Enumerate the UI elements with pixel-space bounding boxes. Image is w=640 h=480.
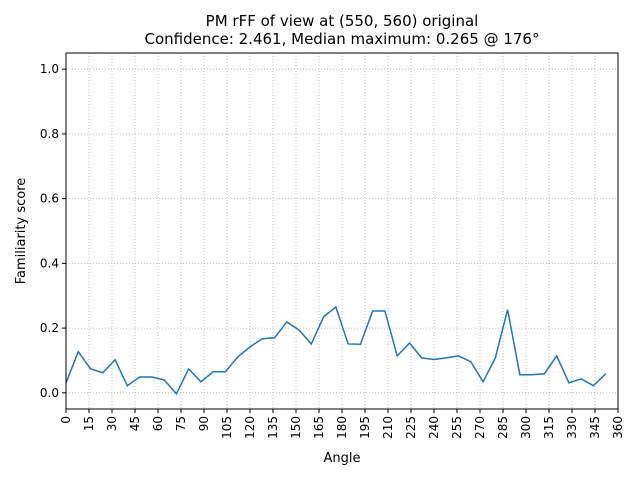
x-tick-label: 90 [197,416,211,431]
x-tick-label: 285 [496,416,510,439]
x-tick-label: 255 [450,416,464,439]
x-tick-label: 345 [588,416,602,439]
x-tick-label: 180 [335,416,349,439]
plot-frame [65,52,619,410]
x-tick-label: 330 [565,416,579,439]
x-tick-label: 60 [151,416,165,431]
y-tick-label: 0.8 [40,127,59,141]
x-tick-label: 360 [611,416,625,439]
chart-subtitle: Confidence: 2.461, Median maximum: 0.265… [145,30,540,48]
x-tick-label: 225 [404,416,418,439]
x-tick-label: 210 [381,416,395,439]
x-tick-label: 315 [542,416,556,439]
data-line [65,305,607,396]
y-axis-label: Familiarity score [14,178,29,285]
x-axis-label: Angle [324,451,361,466]
x-tick-label: 240 [427,416,441,439]
x-tick-label: 150 [289,416,303,439]
x-tick-label: 15 [82,416,96,431]
x-tick-label: 120 [243,416,257,439]
y-tick-label: 0.6 [40,192,59,206]
x-tick-label: 45 [128,416,142,431]
x-tick-label: 105 [220,416,234,439]
chart-title: PM rFF of view at (550, 560) original [206,12,479,30]
x-tick-label: 270 [473,416,487,439]
x-tick-label: 135 [266,416,280,439]
x-tick-label: 195 [358,416,372,439]
x-tick-label: 0 [59,416,73,424]
x-tick-label: 30 [105,416,119,431]
y-tick-label: 0.4 [40,256,59,270]
y-tick-label: 0.0 [40,386,59,400]
x-tick-label: 75 [174,416,188,431]
x-tick-label: 165 [312,416,326,439]
x-tick-label: 300 [519,416,533,439]
y-tick-label: 1.0 [40,62,59,76]
y-tick-label: 0.2 [40,321,59,335]
